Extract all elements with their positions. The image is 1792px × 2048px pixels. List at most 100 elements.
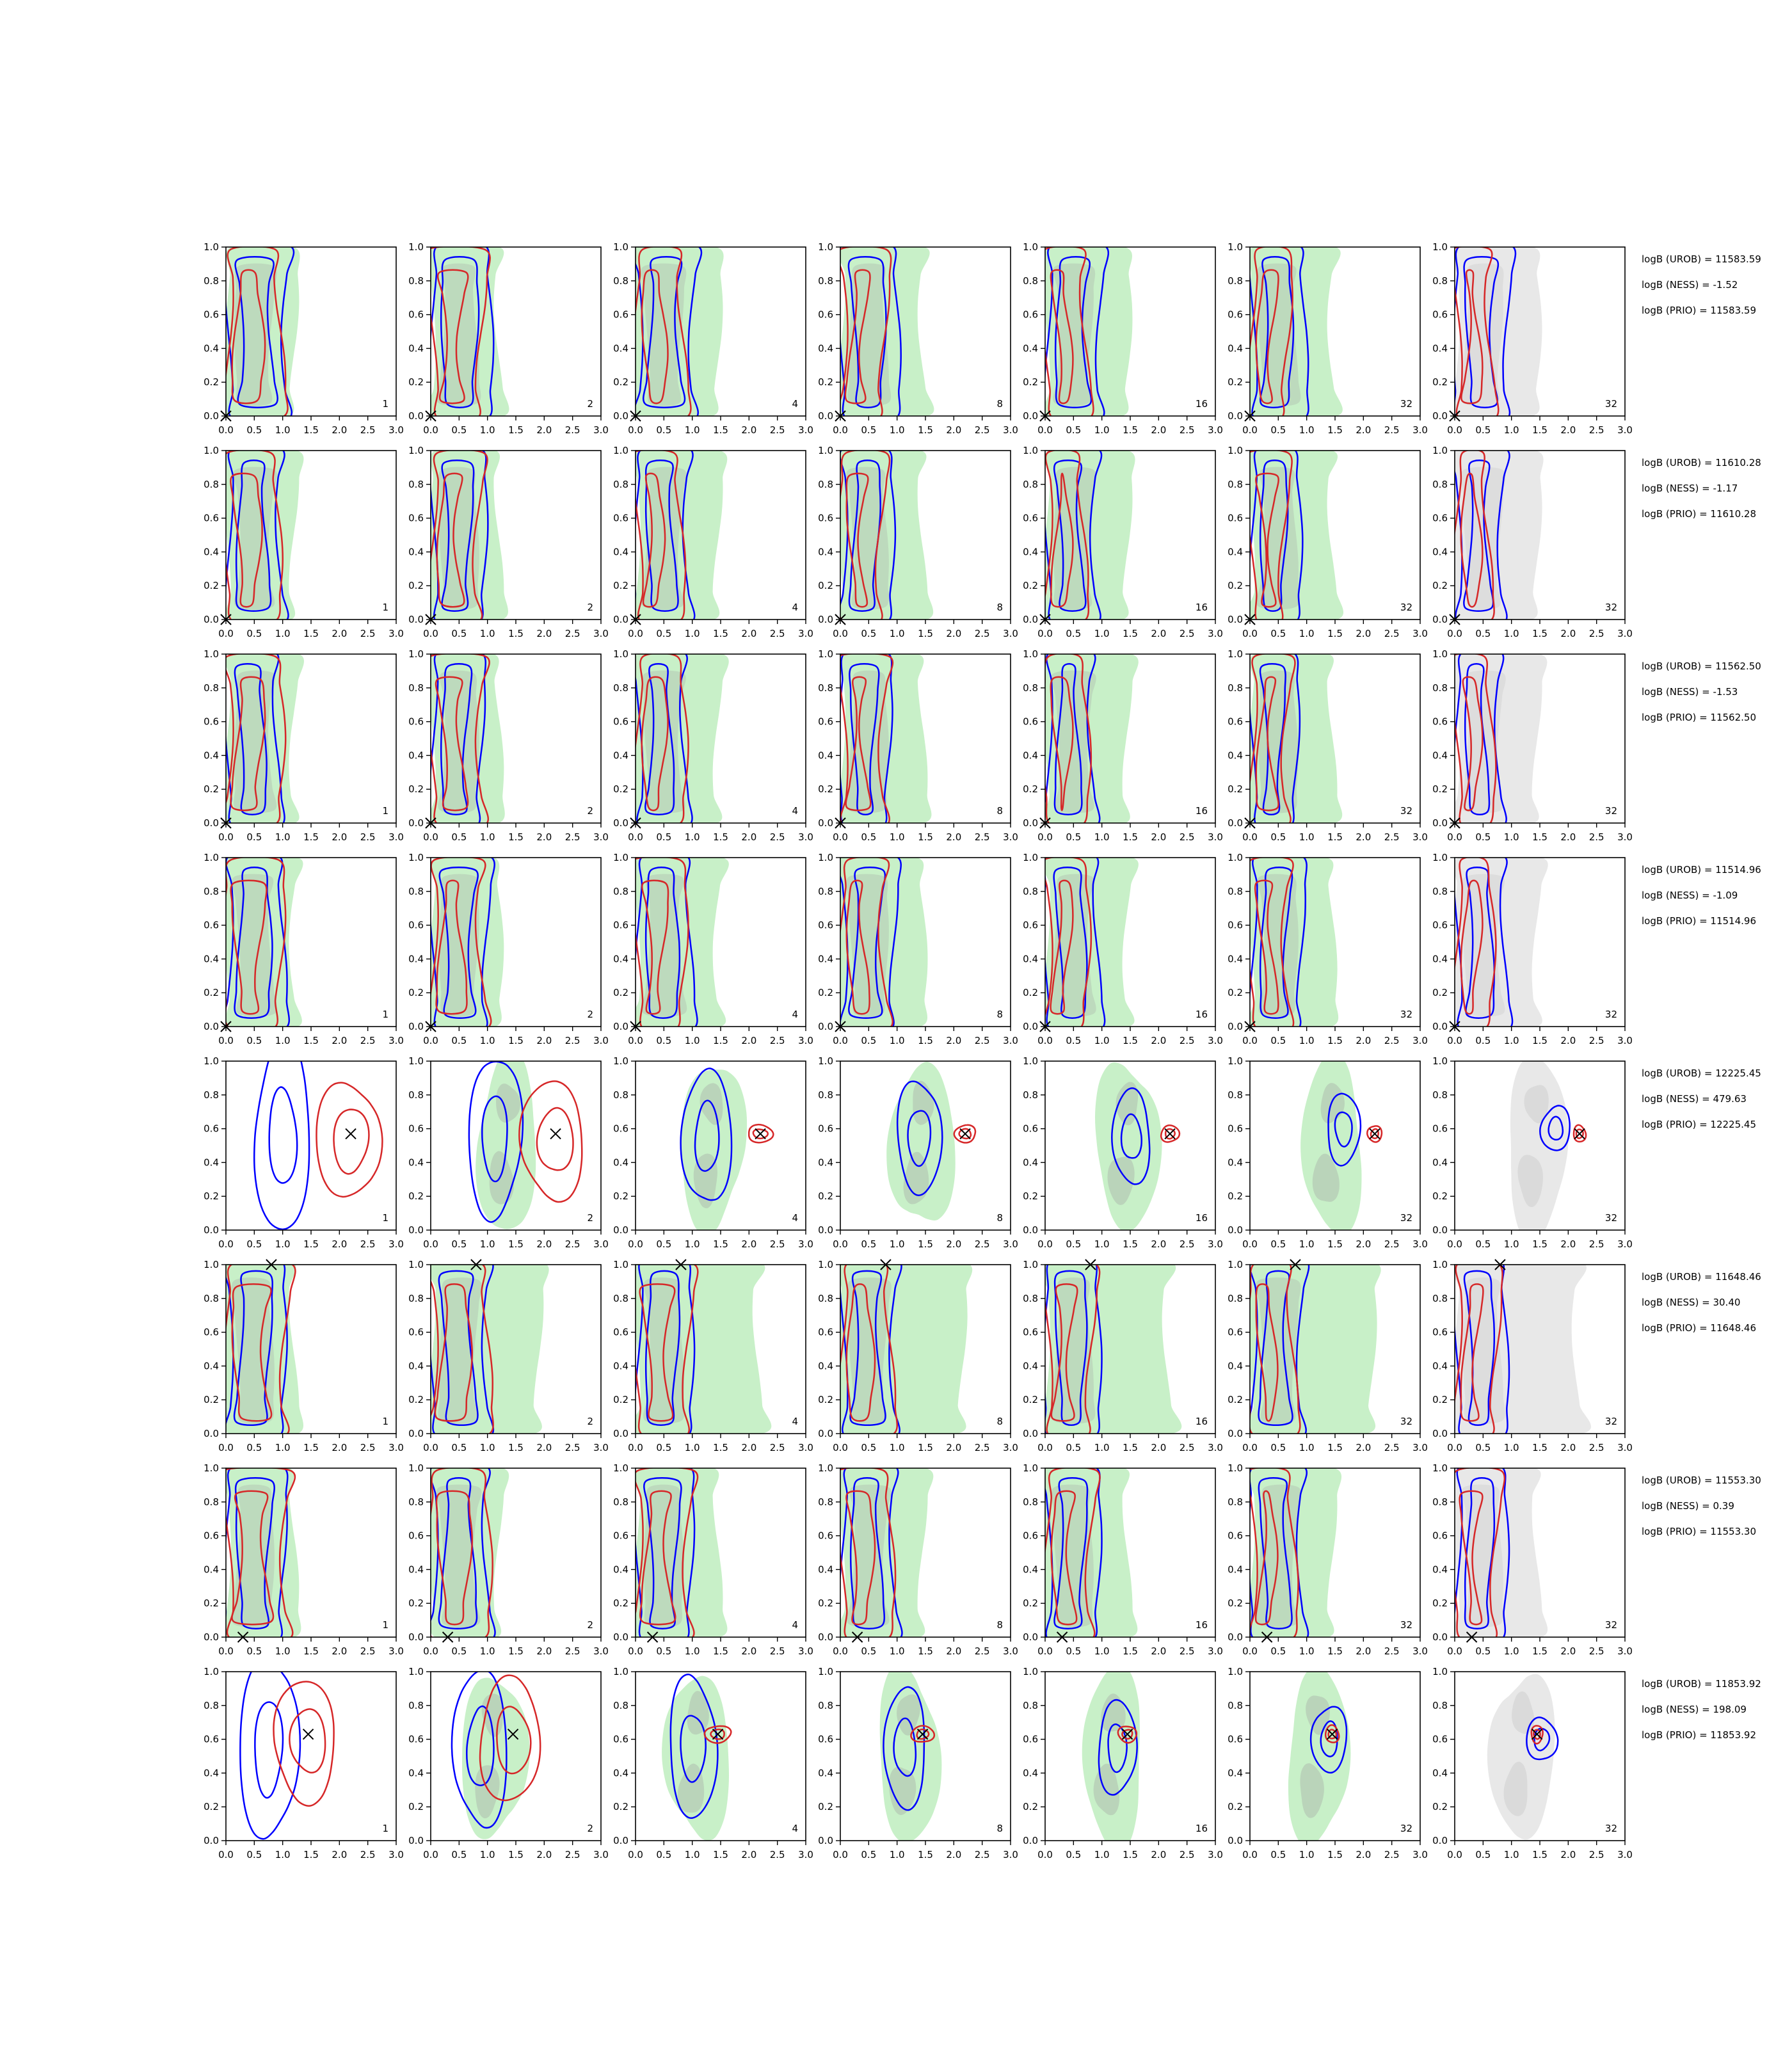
x-tick-label: 3.0: [1617, 831, 1633, 843]
x-tick-label: 2.5: [1589, 628, 1604, 639]
panel-label: 2: [587, 805, 593, 817]
y-tick-label: 0.2: [1023, 1597, 1038, 1609]
x-tick-label: 1.0: [1504, 831, 1519, 843]
robust-contour-outer: [431, 451, 488, 620]
panel-r8-c1: 0.0 0.5 1.0 1.5 2.0 2.5 3.0 0.0 0.2 0.4 0.6 0.8 1.0 1: [204, 1666, 404, 1860]
x-tick-label: 1.5: [713, 1238, 728, 1250]
prior-contour-inner: [1306, 1695, 1330, 1735]
x-tick-label: 0.5: [1066, 1238, 1081, 1250]
y-tick-label: 0.8: [1023, 1700, 1038, 1711]
y-tick-label: 0.6: [613, 513, 628, 524]
ness-contour-inner: [1464, 1477, 1496, 1629]
y-tick-label: 0.0: [1432, 410, 1448, 422]
robust-contour-outer: [273, 1681, 335, 1807]
y-tick-label: 0.2: [408, 1190, 424, 1202]
x-tick-label: 1.5: [1327, 831, 1343, 843]
ness-contour-inner: [235, 460, 272, 612]
panel-r2-c2: 0.0 0.5 1.0 1.5 2.0 2.5 3.0 0.0 0.2 0.4 0.6 0.8 1.0 2: [408, 445, 609, 639]
x-tick-label: 0.0: [628, 1238, 643, 1250]
x-tick-label: 0.5: [1066, 424, 1081, 436]
y-tick-label: 0.8: [204, 1700, 219, 1711]
x-tick-label: 1.0: [685, 1645, 700, 1657]
y-tick-label: 0.2: [1228, 1190, 1243, 1202]
y-tick-label: 0.6: [1228, 1327, 1243, 1338]
y-tick-label: 0.8: [613, 886, 628, 897]
y-tick-label: 0.4: [1023, 342, 1038, 354]
y-tick-label: 0.4: [1228, 546, 1243, 557]
x-tick-label: 2.5: [770, 1238, 785, 1250]
y-tick-label: 0.8: [1228, 886, 1243, 897]
ness-contour-inner: [1258, 1270, 1293, 1427]
x-tick-label: 3.0: [388, 1442, 404, 1453]
y-tick-label: 1.0: [1432, 1259, 1448, 1270]
robust-contour-outer: [840, 1265, 899, 1434]
y-tick-label: 0.2: [1432, 783, 1448, 795]
y-tick-label: 1.0: [1228, 648, 1243, 660]
robust-contour-outer: [479, 1674, 541, 1802]
ness-contour-inner: [1463, 460, 1494, 612]
y-tick-label: 0.6: [613, 1734, 628, 1745]
x-tick-label: 0.0: [1242, 1238, 1258, 1250]
x-tick-label: 0.5: [451, 628, 467, 639]
x-tick-label: 3.0: [1617, 424, 1633, 436]
x-tick-label: 2.5: [1384, 1442, 1400, 1453]
x-tick-label: 1.5: [1327, 628, 1343, 639]
panel-label: 32: [1400, 1212, 1412, 1224]
x-tick-label: 0.5: [656, 424, 671, 436]
ness-contour-outer: [226, 247, 295, 416]
panel-label: 32: [1605, 1212, 1617, 1224]
x-tick-label: 2.0: [946, 424, 961, 436]
panel-label: 8: [996, 602, 1003, 613]
x-tick-label: 0.5: [1270, 1442, 1286, 1453]
y-tick-label: 0.4: [1228, 1564, 1243, 1575]
y-tick-label: 0.8: [408, 1700, 424, 1711]
x-tick-label: 3.0: [1617, 1849, 1633, 1860]
y-tick-label: 0.0: [1228, 1021, 1243, 1032]
panel-label: 2: [587, 1212, 593, 1224]
y-tick-label: 0.2: [613, 1394, 628, 1405]
x-tick-label: 2.0: [536, 1849, 552, 1860]
panel-r4-c4: 0.0 0.5 1.0 1.5 2.0 2.5 3.0 0.0 0.2 0.4 0.6 0.8 1.0 8: [818, 852, 1018, 1046]
panel-r7-c2: 0.0 0.5 1.0 1.5 2.0 2.5 3.0 0.0 0.2 0.4 0.6 0.8 1.0 2: [408, 1462, 609, 1657]
y-tick-label: 0.0: [818, 614, 833, 625]
y-tick-label: 0.2: [1228, 376, 1243, 388]
panel-r3-c1: 0.0 0.5 1.0 1.5 2.0 2.5 3.0 0.0 0.2 0.4 0.6 0.8 1.0 1: [204, 648, 404, 843]
robust-contour-outer: [703, 1725, 732, 1744]
x-tick-label: 3.0: [1208, 1645, 1223, 1657]
y-tick-label: 1.0: [1023, 648, 1038, 660]
robust-contour-inner: [1050, 676, 1074, 812]
y-tick-label: 0.2: [204, 1597, 219, 1609]
panel-r1-c5: 0.0 0.5 1.0 1.5 2.0 2.5 3.0 0.0 0.2 0.4 0.6 0.8 1.0 1…: [1023, 241, 1223, 436]
true-parameter-marker: [1531, 1728, 1543, 1740]
robust-contour-outer: [1324, 1724, 1340, 1743]
x-tick-label: 2.0: [1151, 1849, 1166, 1860]
x-tick-label: 0.0: [1242, 831, 1258, 843]
x-tick-label: 2.5: [975, 1645, 990, 1657]
robust-contour-inner: [435, 1490, 473, 1626]
y-tick-label: 0.8: [613, 1700, 628, 1711]
robust-contour-outer: [636, 247, 692, 416]
x-tick-label: 1.0: [1299, 424, 1315, 436]
x-tick-label: 1.0: [685, 1849, 700, 1860]
robust-contour-outer: [1250, 1468, 1299, 1637]
x-tick-label: 1.0: [685, 1035, 700, 1046]
ness-contour-outer: [239, 1672, 301, 1840]
x-tick-label: 2.5: [360, 1849, 376, 1860]
y-tick-label: 0.4: [818, 342, 833, 354]
prior-contour-inner: [847, 1484, 892, 1628]
x-tick-label: 3.0: [1617, 1238, 1633, 1250]
x-tick-label: 2.5: [1589, 1035, 1604, 1046]
x-tick-label: 3.0: [798, 1849, 813, 1860]
y-tick-label: 0.0: [408, 817, 424, 829]
true-parameter-marker: [755, 1128, 766, 1140]
x-tick-label: 1.0: [275, 1849, 291, 1860]
y-tick-label: 0.6: [818, 309, 833, 321]
y-tick-label: 0.2: [818, 783, 833, 795]
robust-contour-outer: [1250, 654, 1296, 823]
y-tick-label: 0.0: [613, 817, 628, 829]
x-tick-label: 0.0: [1037, 831, 1053, 843]
robust-contour-inner: [1460, 879, 1484, 1015]
robust-contour-outer: [1455, 247, 1500, 416]
x-tick-label: 1.5: [303, 1238, 319, 1250]
x-tick-label: 2.5: [1589, 1849, 1604, 1860]
